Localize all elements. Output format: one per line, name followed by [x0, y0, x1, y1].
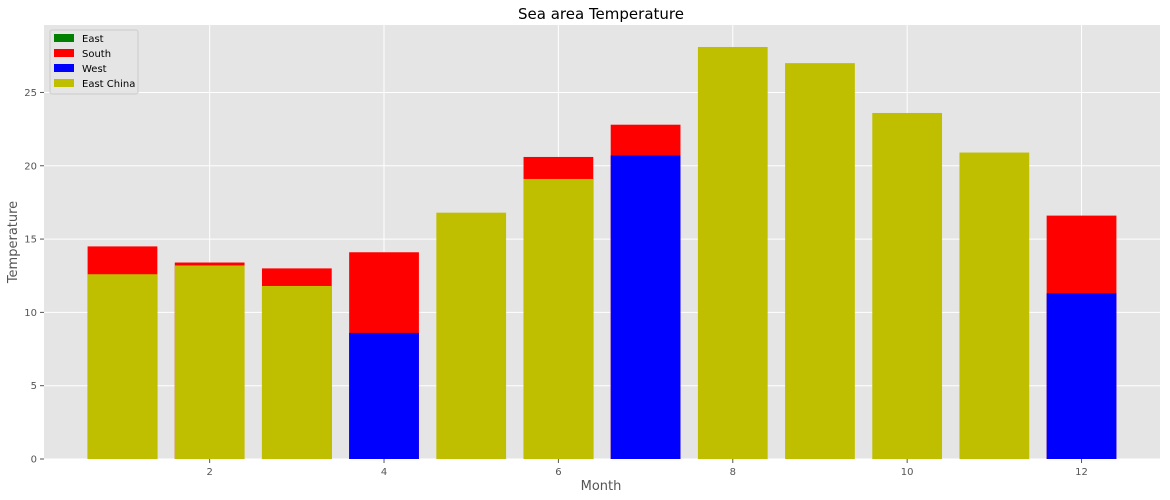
legend-box: [49, 29, 139, 95]
legend-label-east: East: [82, 34, 104, 45]
x-ticks: 2 4 6 8 10 12: [206, 459, 1088, 478]
y-tick-label: 15: [24, 235, 37, 246]
y-tick-label: 0: [31, 455, 37, 466]
y-tick-label: 25: [24, 88, 37, 99]
x-tick-label: 2: [206, 467, 212, 478]
chart-title: Sea area Temperature: [518, 5, 684, 23]
legend-swatch-east: [54, 34, 74, 42]
bar-east-china: [697, 46, 768, 459]
y-ticks: 0 5 10 15 20 25: [24, 88, 44, 466]
y-tick-label: 20: [24, 161, 37, 172]
bar-east-china: [174, 265, 245, 459]
x-tick-label: 12: [1075, 467, 1088, 478]
bar-east-china: [436, 212, 507, 459]
legend-label-west: West: [82, 64, 107, 75]
bar-east-china: [87, 274, 158, 459]
bar-east-china: [872, 112, 943, 460]
x-axis-label: Month: [581, 479, 622, 494]
y-axis-label: Temperature: [6, 201, 21, 284]
legend-swatch-south: [54, 49, 74, 57]
bar-west: [349, 332, 419, 459]
x-tick-label: 4: [381, 467, 387, 478]
bars: [87, 46, 1117, 460]
x-tick-label: 6: [555, 467, 561, 478]
legend: East South West East China: [49, 29, 139, 95]
bar-west: [1046, 293, 1117, 459]
legend-label-east-china: East China: [82, 79, 135, 90]
y-tick-label: 5: [31, 381, 37, 392]
y-tick-label: 10: [24, 308, 37, 319]
bar-west: [610, 155, 681, 460]
bar-east-china: [959, 152, 1030, 460]
legend-label-south: South: [82, 49, 111, 60]
x-tick-label: 8: [730, 467, 736, 478]
bar-east-china: [785, 63, 855, 460]
bar-east-china: [261, 285, 332, 459]
bar-east-china: [523, 178, 594, 459]
legend-swatch-east-china: [54, 79, 74, 87]
legend-swatch-west: [54, 64, 74, 72]
x-tick-label: 10: [901, 467, 914, 478]
